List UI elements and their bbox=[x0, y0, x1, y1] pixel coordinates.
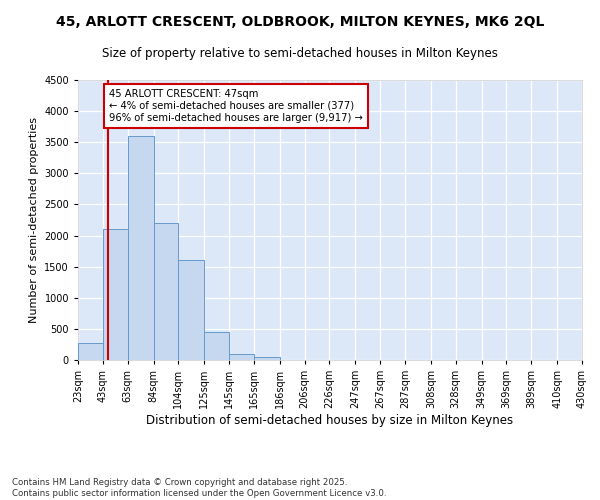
Bar bbox=[178, 260, 205, 360]
Text: Size of property relative to semi-detached houses in Milton Keynes: Size of property relative to semi-detach… bbox=[102, 48, 498, 60]
Text: 45 ARLOTT CRESCENT: 47sqm
← 4% of semi-detached houses are smaller (377)
96% of : 45 ARLOTT CRESCENT: 47sqm ← 4% of semi-d… bbox=[109, 90, 363, 122]
Bar bbox=[128, 136, 154, 360]
X-axis label: Distribution of semi-detached houses by size in Milton Keynes: Distribution of semi-detached houses by … bbox=[146, 414, 514, 427]
Bar bbox=[103, 230, 128, 360]
Bar bbox=[154, 223, 178, 360]
Text: Contains HM Land Registry data © Crown copyright and database right 2025.
Contai: Contains HM Land Registry data © Crown c… bbox=[12, 478, 386, 498]
Y-axis label: Number of semi-detached properties: Number of semi-detached properties bbox=[29, 117, 38, 323]
Bar bbox=[254, 357, 280, 360]
Bar bbox=[229, 354, 254, 360]
Text: 45, ARLOTT CRESCENT, OLDBROOK, MILTON KEYNES, MK6 2QL: 45, ARLOTT CRESCENT, OLDBROOK, MILTON KE… bbox=[56, 15, 544, 29]
Bar bbox=[78, 343, 103, 360]
Bar bbox=[205, 332, 229, 360]
